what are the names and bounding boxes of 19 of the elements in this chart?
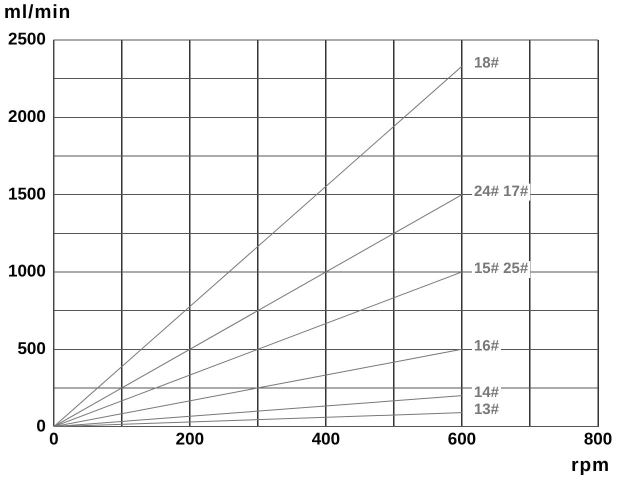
y-tick-label: 2000 [8,107,46,126]
series-label: 14# [474,384,500,401]
x-axis-title: rpm [571,455,610,477]
x-tick-label: 600 [448,429,476,448]
x-tick-label: 400 [312,429,340,448]
y-tick-label: 500 [17,338,46,358]
y-axis-title: ml/min [4,2,72,24]
y-tick-label: 0 [36,416,46,436]
series-label: 16# [474,337,500,354]
y-tick-label: 1000 [8,262,46,281]
y-tick-label: 1500 [8,184,46,204]
x-tick-label: 800 [584,429,612,448]
y-tick-label: 2500 [8,30,46,49]
series-label: 13# [474,400,500,418]
x-tick-label: 0 [49,429,59,448]
x-tick-label: 200 [176,429,204,448]
series-label: 15# 25# [474,260,529,278]
series-label: 24# 17# [474,182,529,200]
series-label: 18# [474,54,500,72]
